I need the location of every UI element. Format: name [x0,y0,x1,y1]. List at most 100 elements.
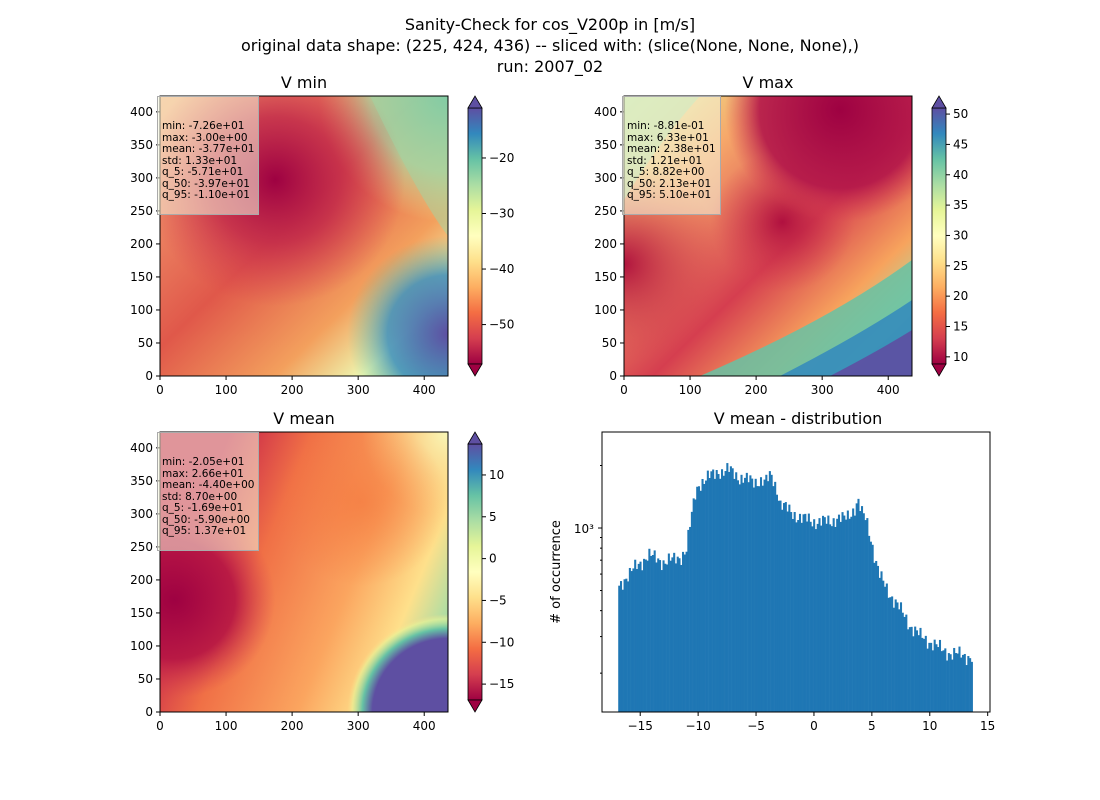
histogram-bar [666,564,669,712]
histogram-bar [804,513,807,712]
histogram-bar [744,477,747,712]
y-tick-label: 100 [130,639,153,653]
y-tick-label: 400 [130,441,153,455]
histogram-bar [901,612,904,712]
histogram-bar [871,544,874,712]
x-tick-label: 100 [215,719,238,733]
y-tick-label: 50 [138,336,153,350]
histogram-bar [884,586,887,712]
histogram-bar [740,474,743,712]
histogram-bar [653,550,656,712]
x-tick-label: 10 [922,719,937,733]
histogram-bar [878,577,881,712]
y-tick-label: 300 [594,171,617,185]
histogram-bar [907,629,910,712]
panel-histogram-title: V mean - distribution [714,409,883,428]
stat-line: q_50: -5.90e+00 [162,513,250,526]
colorbar-tick-label: 45 [953,137,968,151]
histogram-bar [954,653,957,712]
y-tick-label: 250 [130,204,153,218]
x-tick-label: 0 [156,383,164,397]
histogram-bar [768,471,771,712]
histogram-bar [749,475,752,712]
histogram-bar [774,481,777,712]
histogram-bar [928,642,931,712]
histogram-bar [813,519,816,712]
histogram-bar [845,519,848,712]
histogram-bar [891,596,894,712]
histogram-bar [685,551,688,712]
y-tick-label: 200 [130,573,153,587]
histogram-bar [967,656,970,712]
histogram-bar [843,515,846,712]
y-tick-label: 250 [594,204,617,218]
x-tick-label: 15 [980,719,995,733]
histogram-bar [807,513,810,712]
histogram-bar [949,654,952,712]
histogram-bar [696,486,699,712]
y-tick-label: 50 [602,336,617,350]
histogram-bar [809,521,812,712]
histogram-bar [931,650,934,712]
x-tick-label: 200 [281,719,304,733]
figure-title-line1: Sanity-Check for cos_V200p in [m/s] [405,15,695,35]
histogram-bar [772,486,775,712]
histogram-bar [827,515,830,712]
histogram-bar [678,558,681,712]
panel-vmax: V max 0 100 200 300 400 0 50 100 150 200 250 300 350… [594,73,968,397]
panel-vmean-stats: min: -2.05e+01 max: 2.66e+01 mean: -4.40e+… [157,432,260,551]
histogram-bar [706,470,709,712]
x-tick-label: −5 [747,719,765,733]
y-tick-label: 0 [609,369,617,383]
colorbar-tick-label: 35 [953,198,968,212]
y-tick-label: 0 [145,705,153,719]
histogram-bar [777,500,780,712]
histogram-bar [830,526,833,712]
colorbar-tick-label: −40 [489,262,514,276]
histogram-bar [770,474,773,712]
histogram-bar [728,471,731,712]
histogram-bar [742,482,745,712]
histogram-bar [823,517,826,712]
histogram-bar [953,647,956,712]
histogram-bar [671,557,674,712]
stat-line: std: 1.21e+01 [627,154,703,167]
y-tick-label: 300 [130,171,153,185]
panel-vmax-image [624,96,912,376]
histogram-bar [802,514,805,712]
histogram-bar [786,511,789,712]
histogram-bar [892,607,895,712]
y-tick-label: 0 [145,369,153,383]
histogram-bar [860,506,864,712]
histogram-bar [703,483,706,712]
histogram-bar [960,657,963,712]
histogram-bar [781,509,784,712]
histogram-bar [720,469,724,712]
histogram-bar [635,569,639,712]
histogram-bars [618,463,973,712]
histogram-bar [673,552,676,712]
histogram-bar [894,599,897,712]
histogram-bar [937,647,940,712]
colorbar-tick-label: 0 [489,552,497,566]
y-tick-label: 350 [130,474,153,488]
histogram-bar [738,484,741,712]
histogram-bar [914,626,917,712]
histogram-bar [644,559,647,712]
histogram-bar [958,646,961,712]
histogram-bar [923,638,926,712]
histogram-bar [710,471,713,712]
colorbar-tick-label: 25 [953,259,968,273]
x-tick-label: 200 [281,383,304,397]
histogram-bar [857,498,860,712]
histogram-bar [885,583,888,712]
panel-vmax-frame [623,95,913,377]
histogram-bar [825,523,828,712]
histogram-bar [699,490,702,712]
x-tick-label: 0 [810,719,818,733]
histogram-bar [905,614,908,712]
histogram-bar [719,478,722,712]
histogram-bar [735,472,738,712]
y-tick-label: 150 [130,606,153,620]
histogram-bar [761,485,764,712]
